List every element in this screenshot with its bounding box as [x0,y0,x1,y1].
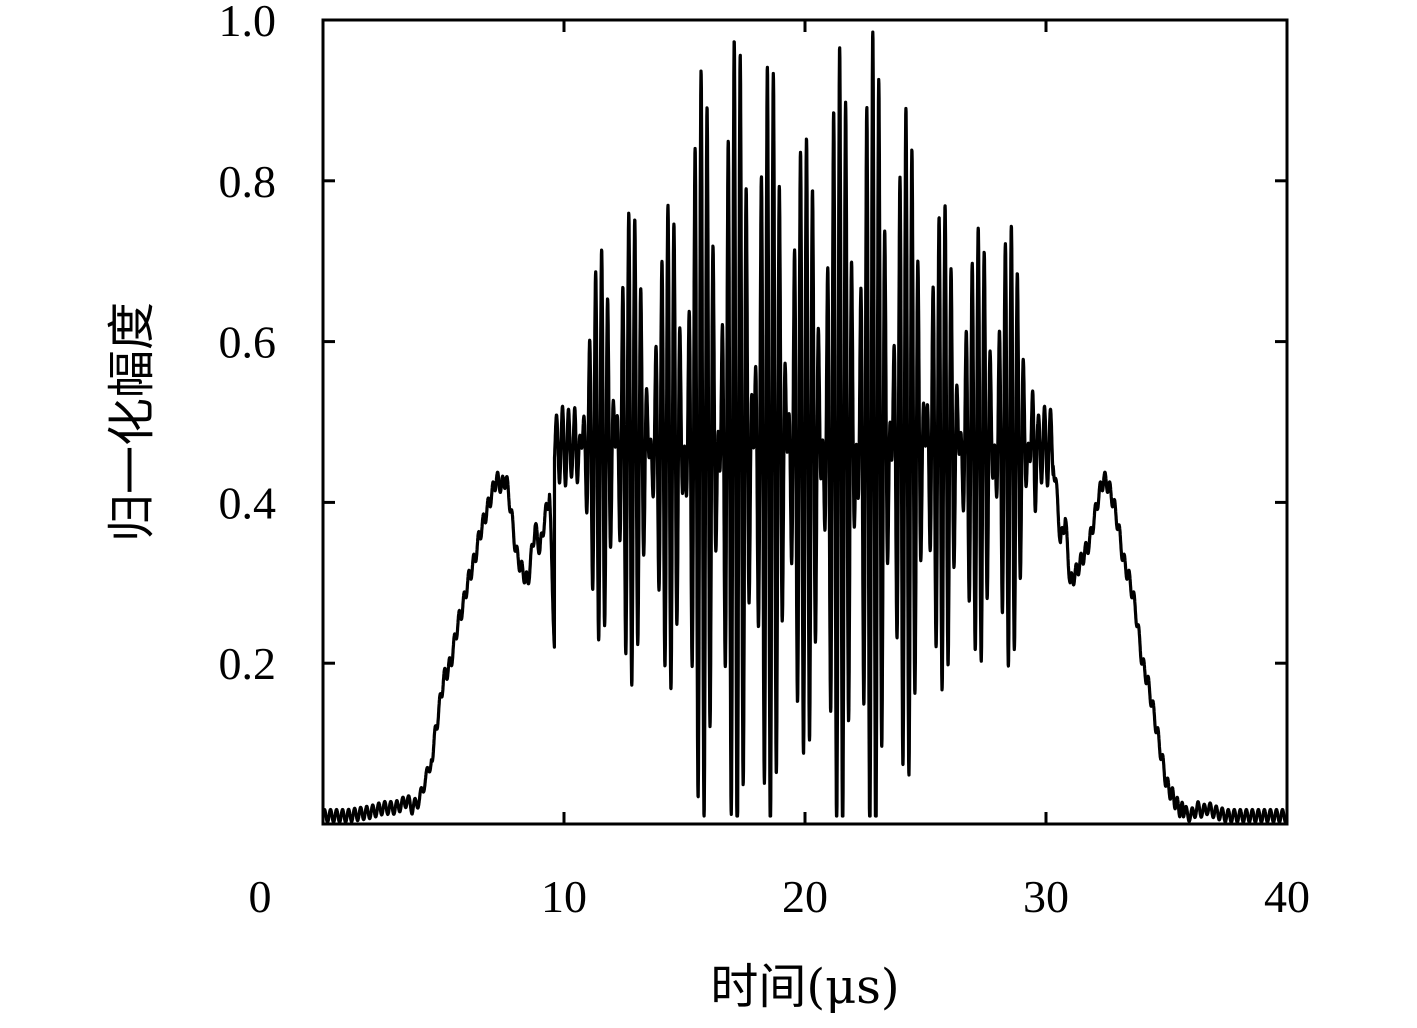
y-axis-label: 归一化幅度 [104,302,160,542]
axis-ticks [321,18,1289,824]
y-tick-label: 1.0 [219,0,277,46]
y-tick-label: 0.4 [219,477,277,528]
x-tick-label: 20 [782,871,828,922]
x-axis-label: 时间(μs) [710,959,899,1015]
plot-frame [321,18,1289,826]
y-tick-label: 0.2 [219,638,277,689]
x-tick-label: 10 [541,871,587,922]
x-tick-label: 40 [1264,871,1310,922]
y-tick-label: 0.6 [219,317,277,368]
x-tick-label: 0 [249,871,272,922]
signal-curve [321,30,1289,824]
x-tick-label: 30 [1023,871,1069,922]
y-tick-label: 0.8 [219,156,277,207]
tick-labels: 0 10 20 30 40 0.2 0.4 0.6 0.8 1.0 [219,0,1311,922]
